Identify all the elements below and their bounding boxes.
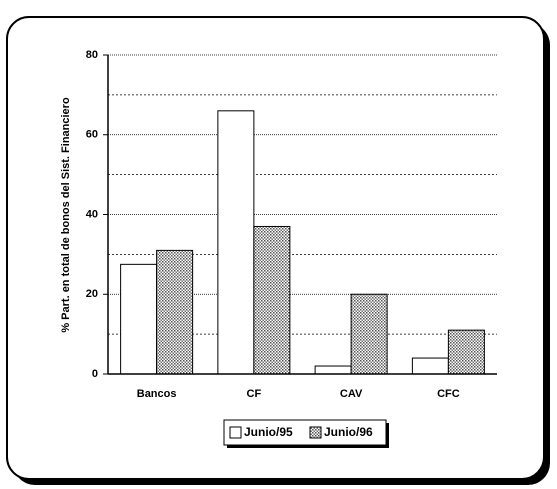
legend [223,419,389,448]
bar [447,329,485,375]
x-tick-label: Bancos [137,388,177,400]
legend-label: Junio/95 [244,425,293,439]
bar [350,293,388,375]
x-tick-label: CAV [340,388,363,400]
y-tick-label: 20 [86,288,98,300]
y-tick-label: 40 [86,208,98,220]
legend-swatch [309,426,322,439]
y-tick-label: 80 [86,49,98,61]
y-tick-label: 60 [86,129,98,141]
bar [217,110,255,375]
x-tick-label: CF [247,388,262,400]
bar [120,263,158,375]
legend-box [223,419,387,446]
bar [314,365,352,375]
legend-swatch [229,426,242,439]
y-tick-label: 0 [92,368,98,380]
y-axis-label: % Part. en total de bonos del Sist. Fina… [60,97,72,333]
x-tick-label: CFC [437,388,460,400]
bar [411,357,449,375]
legend-label: Junio/96 [324,425,373,439]
bar [156,249,194,375]
bar [253,225,291,375]
